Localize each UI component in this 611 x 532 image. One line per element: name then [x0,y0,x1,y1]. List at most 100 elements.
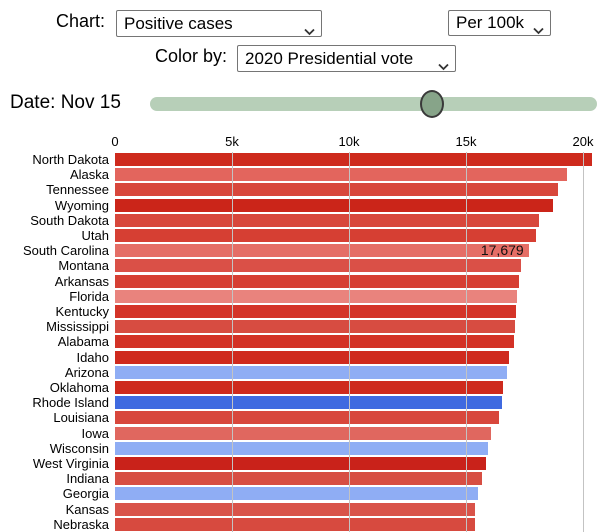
chart-row: Florida [0,289,611,304]
state-bar[interactable] [115,365,507,379]
x-tick-label: 10k [338,134,360,149]
chart-row: Mississippi [0,319,611,334]
bar-value-label: 17,679 [480,242,524,259]
state-bar[interactable] [115,305,517,318]
chart-row: South Carolina 17,679 [0,243,611,258]
state-bar[interactable] [115,320,516,334]
unit-select-value: Per 100k [456,13,525,32]
state-label: Wyoming [54,197,109,213]
state-bar[interactable] [115,153,593,166]
unit-select[interactable]: Per 100k [448,10,551,36]
chart-row: Rhode Island [0,395,611,410]
state-label: South Carolina [23,243,109,259]
state-bar[interactable] [115,213,539,227]
state-bar[interactable] [115,517,475,531]
color-by-select-value: 2020 Presidential vote [245,48,414,68]
x-tick-label: 0 [111,134,119,149]
state-label: Nebraska [53,516,109,532]
state-bar[interactable] [115,289,518,303]
state-label: Tennessee [46,182,109,198]
state-bar[interactable] [115,441,489,455]
chart-row: Utah [0,228,611,243]
chevron-down-icon [438,55,449,70]
x-tick-label: 5k [225,134,239,149]
chart-row: Arizona [0,365,611,380]
state-label: West Virginia [32,456,109,471]
state-bar[interactable] [115,502,476,516]
chart-row: South Dakota [0,213,611,228]
state-bar[interactable] [115,229,537,242]
chart-row: North Dakota [0,152,611,167]
state-label: North Dakota [32,152,109,167]
state-bar[interactable] [115,244,529,258]
chart-row: Nebraska [0,517,611,532]
state-bar[interactable] [115,487,478,501]
chart-select-label: Chart: [56,11,106,31]
chart-row: Arkansas [0,274,611,289]
state-label: Georgia [62,486,109,502]
state-label: Mississippi [46,319,109,335]
chevron-down-icon [533,20,544,35]
state-label: Arizona [64,364,109,380]
state-label: Utah [81,228,109,243]
state-label: Wisconsin [49,440,109,456]
chart-type-select[interactable]: Positive cases [116,10,322,37]
state-label: Kansas [65,501,109,517]
chart-row: Indiana [0,471,611,486]
gridline [466,152,467,532]
state-label: Alabama [57,334,109,350]
state-label: Indiana [66,471,109,487]
chevron-down-icon [304,20,315,35]
state-bar[interactable] [115,381,504,394]
chart-row: Wyoming [0,198,611,213]
state-label: Arkansas [54,273,109,289]
state-bar[interactable] [115,274,519,288]
state-bar[interactable] [115,426,491,440]
chart-row: Oklahoma [0,380,611,395]
state-bar[interactable] [115,457,486,470]
date-slider-handle[interactable] [419,90,444,118]
state-bar[interactable] [115,198,553,212]
chart-row: Alabama [0,334,611,349]
state-bar[interactable] [115,183,559,197]
chart-row: Kansas [0,502,611,517]
state-label: Kentucky [55,304,109,319]
state-bar[interactable] [115,396,503,410]
color-by-label: Color by: [155,46,228,66]
state-label: Idaho [76,349,109,365]
state-label: Rhode Island [32,395,109,411]
gridline [349,152,350,532]
date-label: Date: Nov 15 [10,92,121,113]
x-tick-label: 20k [572,134,594,149]
chart-row: Montana [0,258,611,273]
state-label: Oklahoma [49,380,109,395]
color-by-select[interactable]: 2020 Presidential vote [237,45,456,72]
x-tick-label: 15k [455,134,477,149]
bar-chart: North Dakota Alaska Tennessee Wyoming South … [0,152,611,532]
state-bar[interactable] [115,259,521,273]
chart-row: West Virginia [0,456,611,471]
chart-row: Idaho [0,350,611,365]
state-label: Alaska [69,167,109,183]
date-slider-track[interactable] [150,97,597,111]
gridline [583,152,584,532]
state-bar[interactable] [115,350,510,364]
chart-row: Iowa [0,426,611,441]
state-bar[interactable] [115,168,567,182]
gridline [232,152,233,532]
chart-row: Kentucky [0,304,611,319]
state-label: South Dakota [30,212,109,228]
state-label: Florida [69,288,109,304]
chart-row: Alaska [0,167,611,182]
state-bar[interactable] [115,472,483,486]
state-bar[interactable] [115,335,514,349]
state-label: Louisiana [53,410,109,426]
chart-row: Georgia [0,486,611,501]
chart-type-select-value: Positive cases [124,13,233,33]
state-label: Montana [58,258,109,274]
chart-row: Louisiana [0,410,611,425]
state-bar[interactable] [115,411,499,425]
chart-row: Wisconsin [0,441,611,456]
state-label: Iowa [81,425,109,441]
